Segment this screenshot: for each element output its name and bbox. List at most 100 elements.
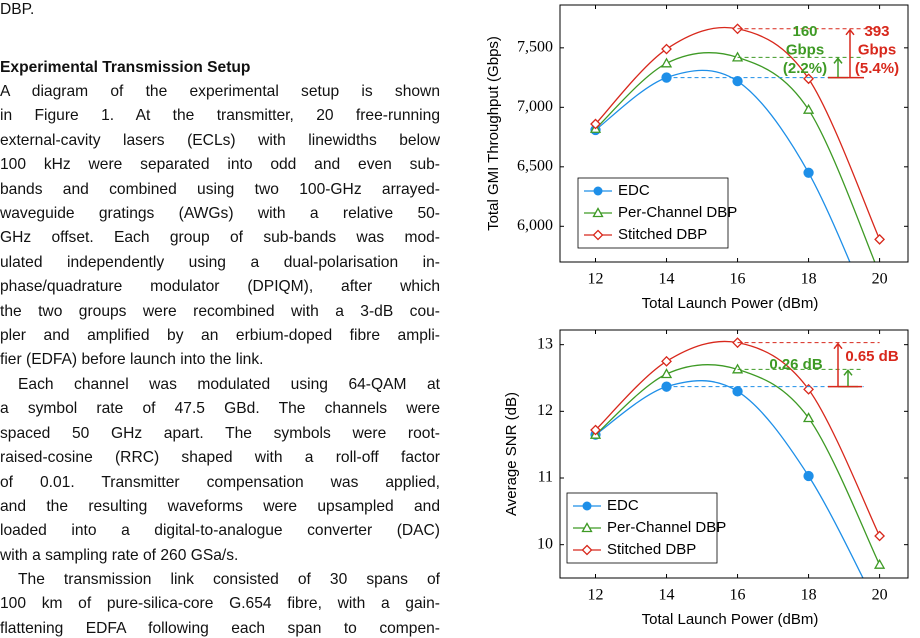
text-line: fier (EDFA) before launch into the link.	[0, 351, 264, 369]
data-point	[732, 386, 743, 397]
plot-frame	[559, 4, 909, 263]
text-line: and the resulting waveforms were upsampl…	[0, 497, 440, 515]
x-tick-label: 16	[730, 271, 746, 288]
series-line	[595, 364, 881, 565]
paragraph: A diagram of the experimental setup is s…	[0, 80, 440, 373]
arrow-head	[833, 342, 843, 350]
series-line	[595, 340, 881, 537]
data-point	[803, 167, 814, 178]
x-tick-label: 16	[730, 587, 746, 604]
legend-marker	[582, 501, 592, 511]
y-tick-label: 13	[537, 335, 553, 352]
data-point	[874, 530, 886, 542]
text-line: ulated independently using a dual-polari…	[0, 253, 440, 271]
annotation-label: 0.65 dB	[845, 348, 899, 365]
data-point	[803, 383, 814, 395]
data-point	[803, 470, 814, 482]
text-line: waveguide gratings (AWGs) with a relativ…	[0, 204, 440, 222]
paragraph: Each channel was modulated using 64-QAM …	[0, 373, 440, 568]
data-point	[732, 75, 743, 87]
arrow-head	[845, 28, 855, 36]
legend-marker	[593, 186, 603, 196]
arrow-head	[843, 369, 853, 376]
data-point	[802, 412, 815, 423]
data-point	[873, 558, 886, 569]
data-point	[875, 607, 884, 616]
y-axis-label: Average SNR (dB)	[503, 392, 520, 516]
paragraph: The transmission link consisted of 30 sp…	[0, 568, 440, 638]
series-line	[595, 52, 876, 262]
x-tick-label: 12	[588, 271, 604, 288]
plot-area	[589, 337, 886, 616]
legend-marker	[592, 207, 604, 218]
y-tick-label: 12	[537, 402, 553, 419]
text-line: loaded into a digital-to-analogue conver…	[0, 522, 440, 540]
text-line: of 0.01. Transmitter compensation was ap…	[0, 473, 440, 491]
text-line: phase/quadrature modulator (DPIQM), afte…	[0, 278, 440, 296]
x-axis-label: Total Launch Power (dBm)	[642, 295, 819, 312]
annotation-label: 160	[792, 23, 817, 40]
legend-marker	[581, 544, 593, 556]
plot-frame	[559, 329, 909, 579]
series-line	[595, 26, 881, 240]
legend-label: Stitched DBP	[618, 226, 707, 243]
text-line: external-cavity lasers (ECLs) with linew…	[0, 131, 440, 149]
text-line: GHz offset. Each group of sub-bands was …	[0, 229, 440, 247]
y-tick-label: 11	[538, 469, 553, 486]
document-column: DBP. Experimental Transmission Setup A d…	[0, 0, 440, 638]
y-tick-label: 7,500	[517, 39, 553, 56]
x-tick-label: 14	[659, 271, 675, 288]
legend-label: Per-Channel DBP	[618, 204, 737, 221]
data-point	[590, 118, 601, 130]
text-line: the two groups were recombined with a 3-…	[0, 302, 440, 320]
data-point	[661, 355, 672, 367]
y-axis-label: Total GMI Throughput (Gbps)	[485, 36, 502, 231]
legend-marker	[592, 229, 604, 241]
data-point	[660, 57, 673, 68]
legend-label: EDC	[618, 182, 650, 199]
annotation-label: 0.26 dB	[769, 356, 823, 373]
data-point	[802, 103, 815, 114]
data-point	[874, 233, 886, 245]
x-tick-label: 12	[588, 587, 604, 604]
text-line: A diagram of the experimental setup is s…	[0, 83, 440, 100]
legend-label: Stitched DBP	[607, 541, 696, 558]
x-tick-label: 20	[872, 587, 888, 604]
arrow-head	[833, 57, 843, 64]
annotation-label: 393	[864, 23, 889, 40]
y-tick-label: 10	[537, 535, 553, 552]
text-line: 100 km of pure-silica-core G.654 fibre, …	[0, 595, 440, 613]
text-line: with a sampling rate of 260 GSa/s.	[0, 546, 239, 564]
series-line	[595, 380, 864, 578]
data-point	[803, 73, 814, 85]
legend-label: Per-Channel DBP	[607, 519, 726, 536]
continued-text: DBP.	[0, 1, 35, 18]
x-tick-label: 20	[872, 271, 888, 288]
y-tick-label: 6,500	[517, 157, 553, 174]
plot-area	[589, 23, 886, 262]
text-line: a symbol rate of 47.5 GBd. The channels …	[0, 400, 440, 418]
annotation-label: (5.4%)	[855, 60, 899, 77]
text-line: 100 kHz were separated into odd and even…	[0, 156, 440, 174]
data-point	[660, 368, 673, 379]
y-tick-label: 6,000	[517, 217, 553, 234]
data-point	[661, 43, 672, 55]
x-tick-label: 14	[659, 587, 675, 604]
section-heading: Experimental Transmission Setup	[0, 59, 251, 76]
x-tick-label: 18	[801, 271, 817, 288]
annotation-label: (2.2%)	[783, 60, 827, 77]
x-axis-label: Total Launch Power (dBm)	[642, 611, 819, 628]
annotation-label: Gbps	[858, 41, 896, 58]
data-point	[590, 424, 601, 436]
y-tick-label: 7,000	[517, 98, 553, 115]
text-line: pler and amplified by an erbium-doped fi…	[0, 326, 440, 344]
legend-marker	[581, 522, 593, 533]
x-tick-label: 18	[801, 587, 817, 604]
text-line: bands and combined using two 100-GHz arr…	[0, 180, 440, 198]
legend-label: EDC	[607, 497, 639, 514]
text-line: in Figure 1. At the transmitter, 20 free…	[0, 107, 440, 125]
text-line: The transmission link consisted of 30 sp…	[18, 571, 440, 588]
text-line: flattening EDFA following each span to c…	[0, 619, 440, 637]
